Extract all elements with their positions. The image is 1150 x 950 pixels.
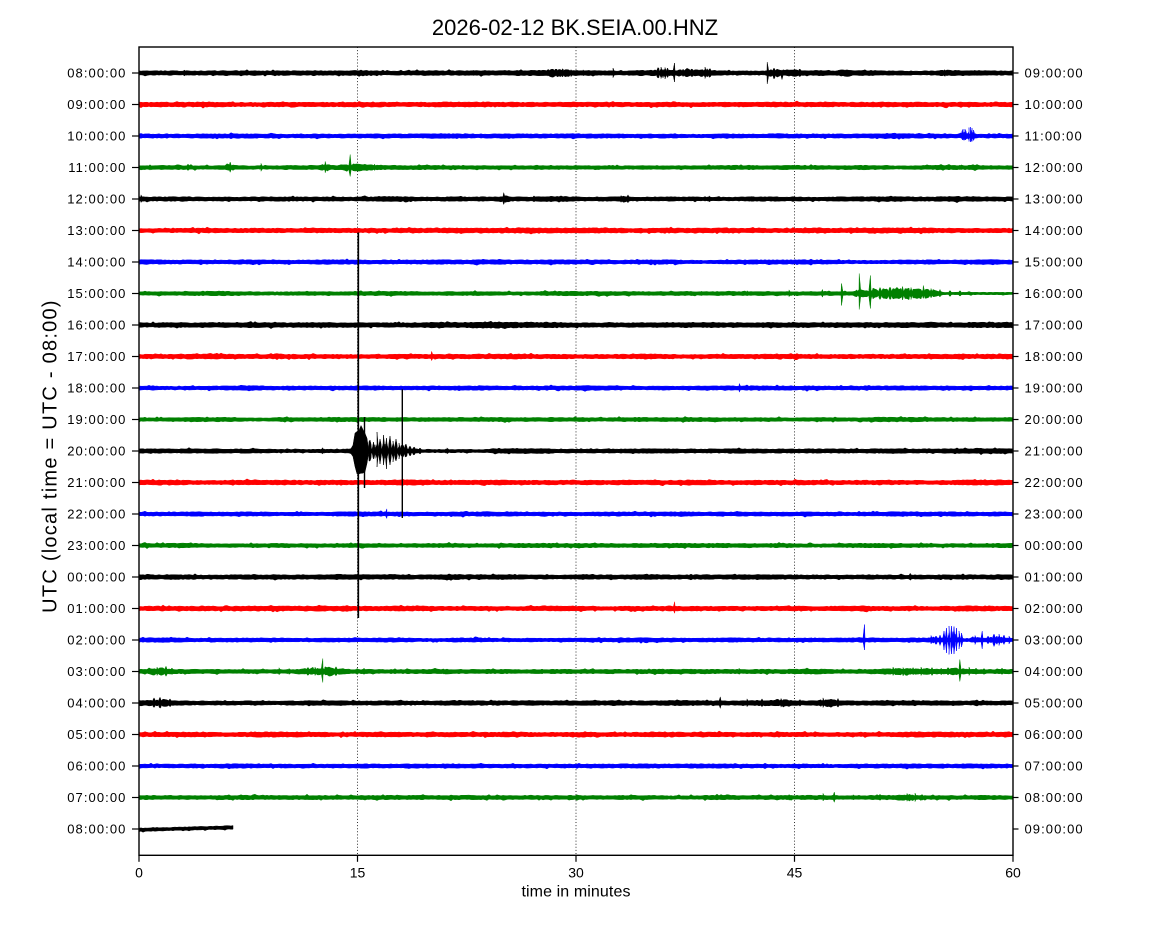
svg-text:23:00:00: 23:00:00 (1025, 507, 1084, 522)
svg-text:12:00:00: 12:00:00 (67, 192, 126, 207)
svg-text:14:00:00: 14:00:00 (1025, 223, 1084, 238)
svg-text:08:00:00: 08:00:00 (1025, 790, 1084, 805)
svg-text:21:00:00: 21:00:00 (67, 475, 126, 490)
svg-text:04:00:00: 04:00:00 (1025, 664, 1084, 679)
svg-text:22:00:00: 22:00:00 (67, 507, 126, 522)
svg-text:0: 0 (135, 865, 143, 881)
svg-text:15: 15 (350, 865, 366, 881)
svg-text:15:00:00: 15:00:00 (67, 286, 126, 301)
svg-text:10:00:00: 10:00:00 (1025, 97, 1084, 112)
svg-text:20:00:00: 20:00:00 (67, 444, 126, 459)
svg-text:07:00:00: 07:00:00 (1025, 759, 1084, 774)
svg-text:02:00:00: 02:00:00 (67, 633, 126, 648)
svg-text:05:00:00: 05:00:00 (67, 727, 126, 742)
svg-text:15:00:00: 15:00:00 (1025, 255, 1084, 270)
svg-text:19:00:00: 19:00:00 (67, 412, 126, 427)
svg-text:30: 30 (568, 865, 584, 881)
svg-text:13:00:00: 13:00:00 (1025, 192, 1084, 207)
svg-text:07:00:00: 07:00:00 (67, 790, 126, 805)
svg-text:03:00:00: 03:00:00 (1025, 633, 1084, 648)
svg-text:11:00:00: 11:00:00 (68, 160, 126, 175)
svg-text:14:00:00: 14:00:00 (67, 255, 126, 270)
svg-text:00:00:00: 00:00:00 (67, 570, 126, 585)
svg-text:23:00:00: 23:00:00 (67, 538, 126, 553)
svg-text:45: 45 (787, 865, 803, 881)
svg-text:08:00:00: 08:00:00 (67, 66, 126, 81)
svg-text:01:00:00: 01:00:00 (1025, 570, 1084, 585)
svg-text:09:00:00: 09:00:00 (1025, 66, 1084, 81)
svg-text:09:00:00: 09:00:00 (67, 97, 126, 112)
svg-text:03:00:00: 03:00:00 (67, 664, 126, 679)
svg-text:18:00:00: 18:00:00 (67, 381, 126, 396)
svg-text:04:00:00: 04:00:00 (67, 696, 126, 711)
svg-text:17:00:00: 17:00:00 (1025, 318, 1084, 333)
svg-text:05:00:00: 05:00:00 (1025, 696, 1084, 711)
svg-text:12:00:00: 12:00:00 (1025, 160, 1084, 175)
svg-text:01:00:00: 01:00:00 (67, 601, 126, 616)
svg-text:22:00:00: 22:00:00 (1025, 475, 1084, 490)
svg-text:18:00:00: 18:00:00 (1025, 349, 1084, 364)
svg-text:20:00:00: 20:00:00 (1025, 412, 1084, 427)
svg-text:02:00:00: 02:00:00 (1025, 601, 1084, 616)
svg-text:16:00:00: 16:00:00 (1025, 286, 1084, 301)
svg-text:11:00:00: 11:00:00 (1025, 129, 1083, 144)
svg-text:17:00:00: 17:00:00 (67, 349, 126, 364)
svg-text:UTC (local time = UTC - 08:00): UTC (local time = UTC - 08:00) (40, 299, 62, 613)
svg-text:21:00:00: 21:00:00 (1025, 444, 1084, 459)
svg-text:06:00:00: 06:00:00 (1025, 727, 1084, 742)
svg-text:10:00:00: 10:00:00 (67, 129, 126, 144)
svg-text:13:00:00: 13:00:00 (67, 223, 126, 238)
svg-text:2026-02-12 BK.SEIA.00.HNZ: 2026-02-12 BK.SEIA.00.HNZ (432, 15, 718, 40)
svg-text:08:00:00: 08:00:00 (67, 822, 126, 837)
svg-text:60: 60 (1005, 865, 1021, 881)
svg-text:time in minutes: time in minutes (521, 884, 630, 901)
svg-text:00:00:00: 00:00:00 (1025, 538, 1084, 553)
svg-text:06:00:00: 06:00:00 (67, 759, 126, 774)
svg-text:16:00:00: 16:00:00 (67, 318, 126, 333)
svg-text:09:00:00: 09:00:00 (1025, 822, 1084, 837)
svg-text:19:00:00: 19:00:00 (1025, 381, 1084, 396)
